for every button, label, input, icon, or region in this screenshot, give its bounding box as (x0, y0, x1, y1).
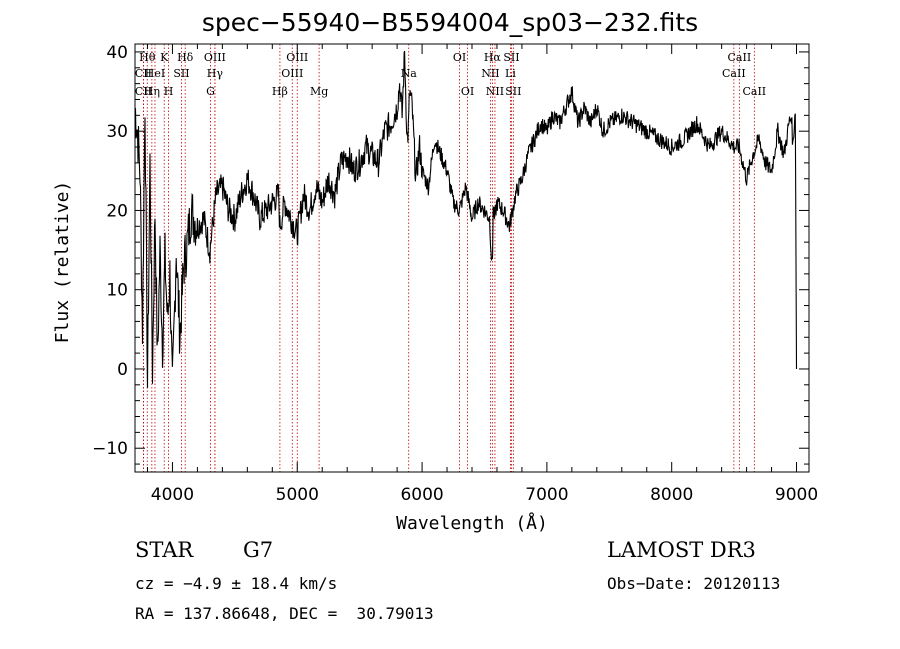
spectral-line-label: Hβ (272, 85, 288, 98)
x-tick-label: 9000 (775, 485, 818, 505)
spectral-line-label: Hα (484, 51, 502, 64)
spectral-line-label: Mg (310, 85, 328, 98)
spectral-line-label: CII (135, 67, 152, 80)
y-axis-ticks: −10 0 10 20 30 40 (92, 43, 809, 465)
spectral-line-label: Hγ (207, 67, 224, 80)
spectral-line-label: CaII (722, 67, 746, 80)
y-axis-label: Flux (relative) (52, 181, 73, 344)
x-tick-label: 4000 (151, 485, 194, 505)
spectral-line-label: K (160, 51, 169, 64)
object-subclass: G7 (243, 538, 274, 562)
spectral-line-label: CaII (728, 51, 752, 64)
x-axis-ticks: 4000 5000 6000 7000 8000 9000 (146, 44, 818, 505)
x-tick-label: 8000 (650, 485, 693, 505)
spectral-line-label: G (206, 85, 215, 98)
y-tick-label: 30 (106, 122, 128, 142)
spectral-line-label: SII (503, 51, 519, 64)
spectral-line-label: OI (461, 85, 474, 98)
coordinates-readout: RA = 137.86648, DEC = 30.79013 (135, 604, 434, 623)
spectral-line-label: H (164, 85, 174, 98)
plot-frame (134, 43, 810, 473)
object-class: STAR (135, 538, 194, 562)
spectral-line-label: Hη (144, 85, 160, 98)
y-tick-label: −10 (92, 439, 128, 459)
y-tick-label: 0 (117, 360, 128, 380)
spectral-line-label: OIII (204, 51, 226, 64)
survey-name: LAMOST DR3 (607, 538, 756, 562)
y-tick-label: 20 (106, 201, 128, 221)
redshift-readout: cz = −4.9 ± 18.4 km/s (135, 574, 338, 593)
spectral-line-label: CII (135, 85, 152, 98)
spectral-line-label: HeI (145, 67, 165, 80)
y-tick-label: 10 (106, 281, 128, 301)
spectral-line-label: OIII (286, 51, 308, 64)
x-tick-label: 6000 (400, 485, 443, 505)
y-tick-label: 40 (106, 43, 128, 63)
spectral-line-label: SII (173, 67, 189, 80)
spectral-line-label: CaII (742, 85, 766, 98)
spectral-line-label: Na (401, 67, 418, 80)
x-tick-label: 7000 (525, 485, 568, 505)
x-axis-label: Wavelength (Å) (396, 512, 548, 534)
spectral-line-label: OI (453, 51, 466, 64)
spectral-line-label: OIII (281, 67, 303, 80)
spectrum-line (134, 50, 798, 388)
spectral-line-label: Li (505, 67, 516, 80)
spectral-line-markers (143, 44, 755, 472)
observation-date: Obs−Date: 20120113 (607, 574, 781, 593)
x-tick-label: 5000 (276, 485, 319, 505)
chart-title: spec−55940−B5594004_sp03−232.fits (201, 8, 699, 37)
spectral-line-label: NII (486, 85, 504, 98)
spectral-line-label: Hθ (139, 51, 156, 64)
spectral-line-label: Hδ (177, 51, 194, 64)
spectral-line-label: NII (481, 67, 499, 80)
spectral-line-label: SII (505, 85, 521, 98)
